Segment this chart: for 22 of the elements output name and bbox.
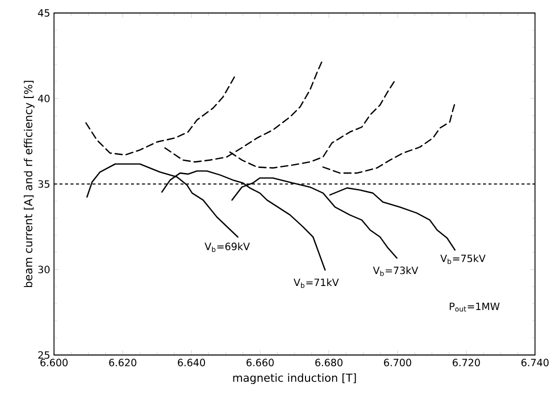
annotation: V$_{b}$=75kV [440, 254, 486, 264]
line-series [322, 102, 456, 174]
y-tick-label: 45 [38, 9, 50, 17]
x-tick-label: 6.660 [246, 358, 274, 366]
x-tick-label: 6.720 [452, 358, 480, 366]
x-axis-title: magnetic induction [T] [233, 373, 356, 384]
x-tick-label: 6.680 [315, 358, 342, 366]
line-series [329, 187, 456, 251]
annotation: P$_{out}$=1MW [450, 302, 500, 312]
annotation: V$_{b}$=73kV [373, 266, 418, 276]
annotation: V$_{b}$=71kV [294, 278, 339, 288]
x-tick-label: 6.620 [109, 358, 136, 366]
x-tick-label: 6.700 [384, 358, 412, 366]
y-axis-title: beam current [A] and rf efficiency [%] [24, 80, 34, 288]
y-tick-label: 30 [38, 266, 50, 274]
y-tick-label: 25 [38, 351, 50, 359]
x-tick-label: 6.640 [178, 358, 206, 366]
y-tick-label: 35 [38, 180, 50, 188]
x-tick-label: 6.740 [521, 358, 549, 366]
y-tick-label: 40 [38, 94, 50, 102]
annotation: V$_{b}$=69kV [204, 242, 250, 252]
x-tick-label: 6.600 [40, 358, 68, 366]
